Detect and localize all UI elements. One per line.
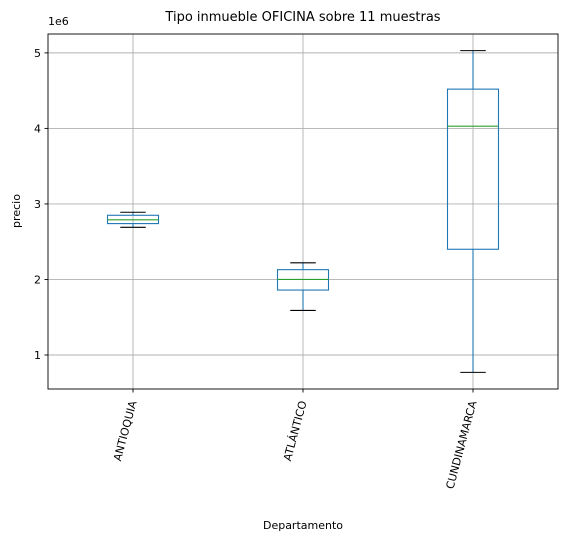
box-antioquia <box>106 211 160 228</box>
grid-lines <box>48 34 558 389</box>
box-atlántico <box>276 262 330 311</box>
y-tick-label: 1 <box>34 349 41 362</box>
y-axis-label: precio <box>10 194 23 228</box>
y-tick-label: 3 <box>34 198 41 211</box>
interquartile-box <box>446 88 500 250</box>
box-cundinamarca <box>446 50 500 373</box>
x-tick-label: ANTIOQUIA <box>111 399 140 463</box>
x-tick-label: ATLÁNTICO <box>281 399 310 462</box>
x-axis-label: Departamento <box>263 519 343 532</box>
axis-ticks <box>44 52 474 393</box>
x-tick-label: CUNDINAMARCA <box>444 399 480 490</box>
box-series <box>106 50 500 373</box>
chart-title: Tipo inmueble OFICINA sobre 11 muestras <box>164 10 440 25</box>
y-tick-label: 5 <box>34 47 41 60</box>
y-tick-label: 2 <box>34 273 41 286</box>
y-tick-label: 4 <box>34 122 41 135</box>
y-axis-offset-label: 1e6 <box>48 15 69 28</box>
